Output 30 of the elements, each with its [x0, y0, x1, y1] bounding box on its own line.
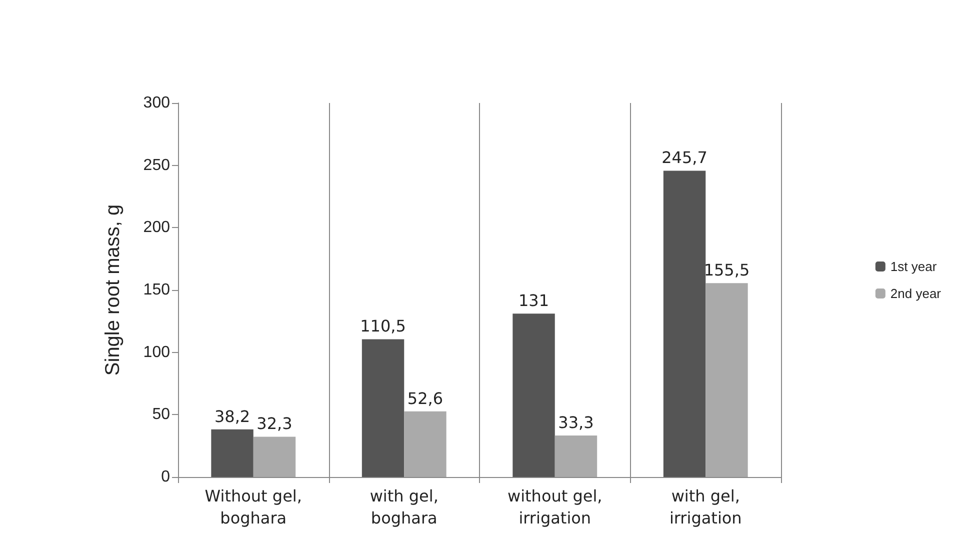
- bar: [554, 435, 598, 477]
- legend-label: 2nd year: [890, 286, 942, 301]
- legend-label: 1st year: [890, 259, 938, 274]
- y-tick-label: 250: [143, 156, 170, 174]
- y-axis-title: Single root mass, g: [102, 204, 124, 376]
- y-tick-label: 300: [143, 94, 170, 112]
- x-tick-label: without gel, irrigation: [507, 486, 602, 528]
- bar: [706, 283, 748, 477]
- y-tick-label: 100: [143, 344, 170, 361]
- data-label: 245,7: [662, 148, 708, 168]
- data-label: 32,3: [256, 414, 292, 434]
- data-label: 110,5: [360, 316, 406, 336]
- data-label: 131: [518, 291, 550, 310]
- y-tick-label: 50: [152, 406, 170, 424]
- x-tick-label: Without gel, boghara: [204, 486, 302, 528]
- y-tick-label: 0: [161, 468, 170, 486]
- bar: [404, 411, 446, 477]
- bar: [211, 429, 254, 477]
- y-tick-label: 200: [143, 219, 170, 236]
- bar: [362, 339, 404, 477]
- data-label: 155,5: [704, 260, 750, 280]
- x-tick-label: with gel, boghara: [370, 486, 438, 528]
- y-tick-label: 150: [143, 282, 170, 298]
- data-label: 33,3: [558, 412, 594, 432]
- bar: [663, 170, 706, 477]
- bar: [512, 314, 555, 477]
- data-label: 38,2: [214, 406, 250, 426]
- data-label: 52,6: [407, 388, 444, 408]
- bar: [253, 436, 296, 477]
- x-tick-label: with gel, irrigation: [669, 486, 742, 528]
